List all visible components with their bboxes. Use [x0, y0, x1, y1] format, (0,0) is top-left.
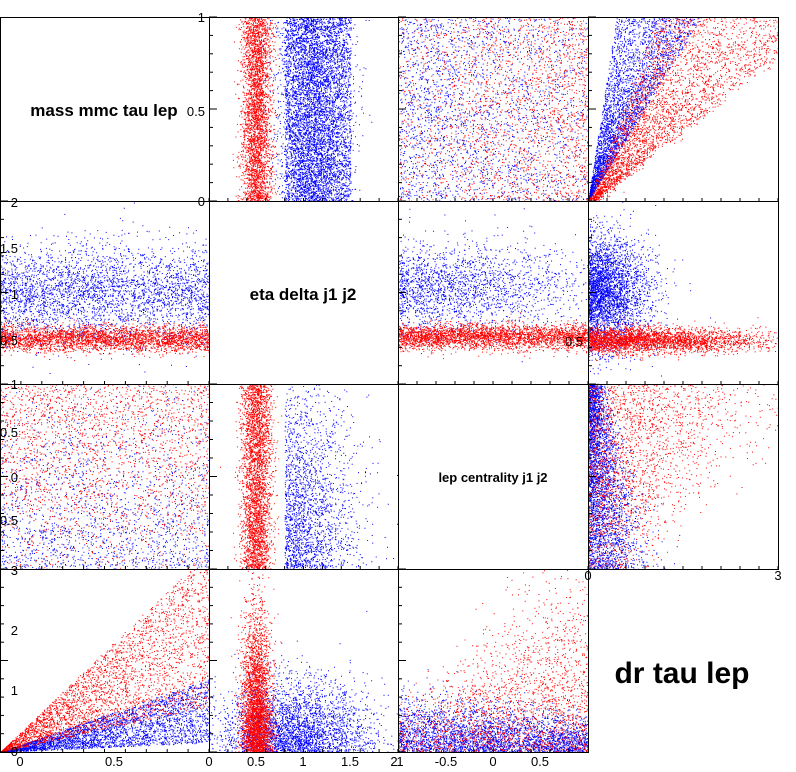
cell-cent-mass-blue — [0, 385, 210, 570]
tick-label-eta-1: 1 — [11, 287, 18, 302]
tick-label-dr-1: 1 — [11, 683, 18, 698]
tick-label-dr-0: 0 — [11, 744, 18, 759]
cell-mass-cent-blue-marks — [398, 17, 589, 202]
diagonal-label-3: dr tau lep — [614, 657, 749, 690]
scatter-points — [0, 17, 779, 753]
cell-cent-dr-blue — [588, 384, 681, 570]
cell-cent-dr-red-marks — [588, 384, 779, 570]
cell-eta-mass-red — [0, 315, 210, 361]
tick-label-dr-right-3: 3 — [774, 568, 781, 583]
cell-cent-eta-red-marks — [220, 384, 290, 570]
cell-eta-mass-red-marks — [0, 315, 210, 361]
diagonal-label-2: lep centrality j1 j2 — [438, 470, 547, 485]
tick-label-bx-eta-0: 0 — [205, 754, 212, 769]
diagonal-labels: mass mmc tau lep eta delta j1 j2 lep centr… — [30, 101, 749, 690]
cell-eta-cent-red-marks — [398, 312, 589, 360]
cell-cent-eta-blue — [284, 384, 398, 570]
tick-marks — [0, 16, 779, 753]
cell-eta-cent-blue — [398, 208, 589, 363]
cell-mass-cent-blue — [398, 17, 589, 202]
cell-dr-eta-red-marks — [230, 570, 290, 753]
cell-mass-eta-red — [232, 17, 286, 202]
tick-label-cent-0: 0 — [11, 470, 18, 485]
cell-mass-eta-blue2 — [284, 17, 352, 202]
cell-mass-eta-red-marks — [232, 17, 286, 202]
tick-label-bx-eta-2: 2 — [390, 754, 397, 769]
cell-mass-eta-blue — [246, 17, 373, 202]
cell-dr-cent-red — [398, 570, 589, 753]
cell-eta-dr-red — [588, 317, 779, 362]
cell-eta-cent-blue-marks — [398, 208, 589, 363]
cell-cent-mass-red-marks — [0, 384, 210, 570]
tick-label-bx-cent-0: 0 — [489, 754, 496, 769]
cell-dr-eta-red — [230, 570, 290, 753]
cell-eta-mass-blue-marks — [0, 202, 210, 374]
tick-label-mass-1: 1 — [198, 10, 205, 25]
cell-dr-eta-blue-marks — [209, 610, 399, 753]
cell-mass-dr-red — [588, 17, 779, 202]
cell-cent-eta-red — [220, 384, 290, 570]
tick-label-bx-cent-m0.5: -0.5 — [435, 754, 457, 769]
tick-label-bx-cent-m1: 1 — [396, 754, 403, 769]
diagonal-label-1: eta delta j1 j2 — [250, 285, 357, 304]
cell-eta-dr-red-marks — [588, 317, 779, 362]
cell-cent-dr-red — [588, 384, 779, 570]
cell-frame-1-0 — [0, 201, 210, 385]
tick-label-eta-1.5: 1.5 — [0, 241, 18, 256]
cell-cent-dr-blue-marks — [588, 384, 681, 570]
cell-frame-1-3 — [588, 201, 779, 385]
cell-dr-cent-blue — [398, 669, 589, 753]
cell-mass-cent-red — [398, 17, 589, 202]
tick-label-eta-right-0.5: 0.5 — [565, 334, 583, 349]
tick-label-mass-0.5: 0.5 — [187, 104, 205, 119]
tick-label-cent-1: 1 — [11, 377, 18, 392]
cell-mass-cent-red-marks — [398, 17, 589, 202]
cell-dr-cent-red-marks — [398, 570, 589, 753]
cell-eta-cent-red — [398, 312, 589, 360]
tick-label-cent-m0.5: 0.5 — [0, 513, 18, 528]
diagonal-label-0: mass mmc tau lep — [30, 101, 177, 120]
tick-label-bx-mass-0.5: 0.5 — [105, 754, 123, 769]
cell-dr-mass-blue-marks — [0, 679, 210, 753]
cell-eta-dr-blue-marks — [588, 201, 712, 385]
cell-dr-cent-blue-marks — [398, 669, 589, 753]
cell-frame-3-2 — [398, 569, 589, 753]
tick-label-dr-3: 3 — [11, 563, 18, 578]
tick-label-dr-right-0: 0 — [584, 568, 591, 583]
tick-label-bx-eta-1.5: 1.5 — [341, 754, 359, 769]
cell-dr-eta-blue — [209, 610, 399, 753]
cell-frames — [0, 17, 779, 753]
cell-dr-mass-blue — [0, 679, 210, 753]
cell-eta-mass-blue — [0, 202, 210, 374]
tick-label-bx-mass-0: 0 — [16, 754, 23, 769]
tick-label-bx-cent-0.5: 0.5 — [531, 754, 549, 769]
cell-dr-mass-red — [0, 569, 210, 753]
cell-mass-eta-blue-marks — [246, 17, 373, 202]
cell-cent-mass-blue-marks — [0, 385, 210, 570]
tick-label-eta-2: 2 — [11, 195, 18, 210]
cell-eta-dr-blue — [588, 201, 712, 385]
tick-label-bx-eta-0.5: 0.5 — [247, 754, 265, 769]
tick-label-dr-2: 2 — [11, 623, 18, 638]
cell-mass-eta-blue2-marks — [284, 17, 352, 202]
cell-cent-mass-red — [0, 384, 210, 570]
cell-mass-dr-red-marks — [588, 17, 779, 202]
tick-label-bx-eta-1: 1 — [299, 754, 306, 769]
tick-label-cent-0.5: 0.5 — [0, 425, 18, 440]
cell-dr-mass-red-marks — [0, 569, 210, 753]
cell-cent-eta-blue-marks — [284, 384, 398, 570]
tick-label-eta-0.5: 0.5 — [0, 333, 18, 348]
tick-label-mass-0: 0 — [198, 194, 205, 209]
